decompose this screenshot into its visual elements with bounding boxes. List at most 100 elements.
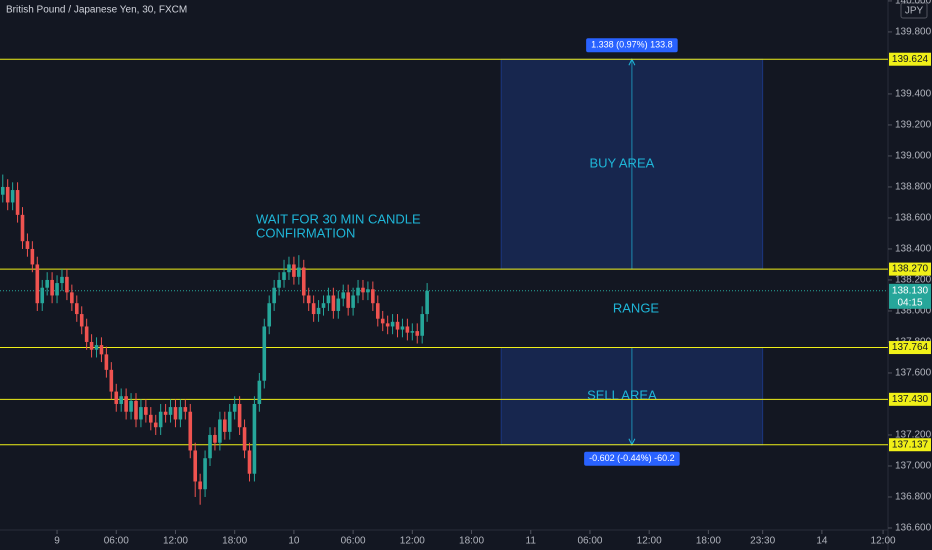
x-tick-label: 23:30 <box>750 536 775 547</box>
candle-body <box>410 331 415 333</box>
x-tick-label: 12:00 <box>400 536 425 547</box>
candle-body <box>198 481 202 490</box>
y-tick-label: 138.600 <box>895 213 932 224</box>
candle-body <box>94 345 99 350</box>
candle-body <box>124 396 128 412</box>
level-label-box <box>889 341 931 355</box>
candle-body <box>188 411 193 451</box>
annotation: RANGE <box>613 300 660 315</box>
y-tick-label: 138.400 <box>895 244 932 255</box>
candle-body <box>153 422 158 428</box>
candle-body <box>193 450 198 482</box>
candle-body <box>420 314 424 336</box>
candle-body <box>25 241 30 249</box>
candle-body <box>287 264 291 273</box>
candle-body <box>301 267 306 296</box>
level-label-box <box>889 52 931 66</box>
candle-body <box>55 283 59 296</box>
candle-body <box>272 287 276 304</box>
candle-body <box>257 380 262 404</box>
candle-body <box>109 369 114 392</box>
candle-body <box>79 314 84 327</box>
candle-body <box>242 427 247 451</box>
candle-body <box>371 289 375 304</box>
candle-body <box>203 458 207 490</box>
candle-body <box>395 321 400 330</box>
candle-body <box>45 279 49 288</box>
candle-body <box>50 279 54 296</box>
x-tick-label: 12:00 <box>637 536 662 547</box>
candle-body <box>168 407 173 415</box>
x-tick-label: 11 <box>526 536 537 547</box>
x-tick-label: 10 <box>288 536 300 547</box>
level-label-box <box>889 262 931 276</box>
candle-body <box>223 419 227 432</box>
y-tick-label: 139.800 <box>895 27 932 38</box>
candle-body <box>316 307 321 315</box>
candle-body <box>385 323 390 327</box>
y-tick-label: 139.200 <box>895 120 932 131</box>
x-tick-label: 18:00 <box>222 536 247 547</box>
zone-label-box <box>586 38 678 53</box>
candle-body <box>158 411 163 428</box>
candle-body <box>84 326 89 342</box>
candle-body <box>356 287 360 296</box>
candle-body <box>99 345 104 355</box>
candle-body <box>247 450 252 474</box>
level-label: 137.430 <box>892 394 929 405</box>
candle-body <box>346 292 350 308</box>
candle-body <box>297 267 301 277</box>
candle-body <box>104 354 109 370</box>
candle-body <box>40 287 45 304</box>
zone-name: BUY AREA <box>590 156 655 171</box>
zone-label-box <box>584 451 680 466</box>
candle-body <box>163 411 168 415</box>
candle-body <box>341 292 346 299</box>
current-price-box <box>889 283 931 309</box>
candle-body <box>415 331 420 336</box>
candle-body <box>183 407 188 412</box>
candle-body <box>282 272 286 280</box>
x-tick-label: 06:00 <box>577 536 602 547</box>
candle-body <box>227 411 232 432</box>
x-tick-label: 12:00 <box>871 536 896 547</box>
x-tick-label: 06:00 <box>104 536 129 547</box>
candle-body <box>15 190 20 215</box>
y-tick-label: 138.000 <box>895 306 932 317</box>
candle-body <box>336 298 341 311</box>
candle-body <box>213 434 217 443</box>
candle-body <box>405 326 410 333</box>
candle-body <box>237 403 242 428</box>
x-tick-label: 18:00 <box>696 536 721 547</box>
candle-body <box>267 303 272 327</box>
currency-box <box>900 2 928 19</box>
candle-body <box>380 318 385 324</box>
candle-body <box>0 186 5 195</box>
x-tick-label: 14 <box>816 536 828 547</box>
candle-body <box>35 264 40 304</box>
candle-body <box>366 289 370 293</box>
candle-body <box>351 295 355 308</box>
y-tick-label: 138.200 <box>895 275 932 286</box>
candle-body <box>326 295 331 304</box>
level-label: 137.137 <box>892 439 929 450</box>
level-label: 137.764 <box>892 342 929 353</box>
candle-body <box>60 276 64 284</box>
candle-body <box>178 407 183 420</box>
candle-body <box>361 287 365 293</box>
y-tick-label: 139.400 <box>895 89 932 100</box>
candle-body <box>306 295 311 304</box>
candle-body <box>218 419 222 443</box>
candle-body <box>10 190 15 203</box>
candle-body <box>252 403 257 474</box>
candle-body <box>148 414 153 423</box>
candle-body <box>311 303 316 315</box>
candle-body <box>321 303 326 308</box>
candle-body <box>173 407 178 420</box>
y-tick-label: 139.000 <box>895 151 932 162</box>
y-tick-label: 140.000 <box>895 0 932 7</box>
candle-body <box>89 341 94 350</box>
y-tick-label: 137.000 <box>895 461 932 472</box>
candle-body <box>114 391 119 404</box>
